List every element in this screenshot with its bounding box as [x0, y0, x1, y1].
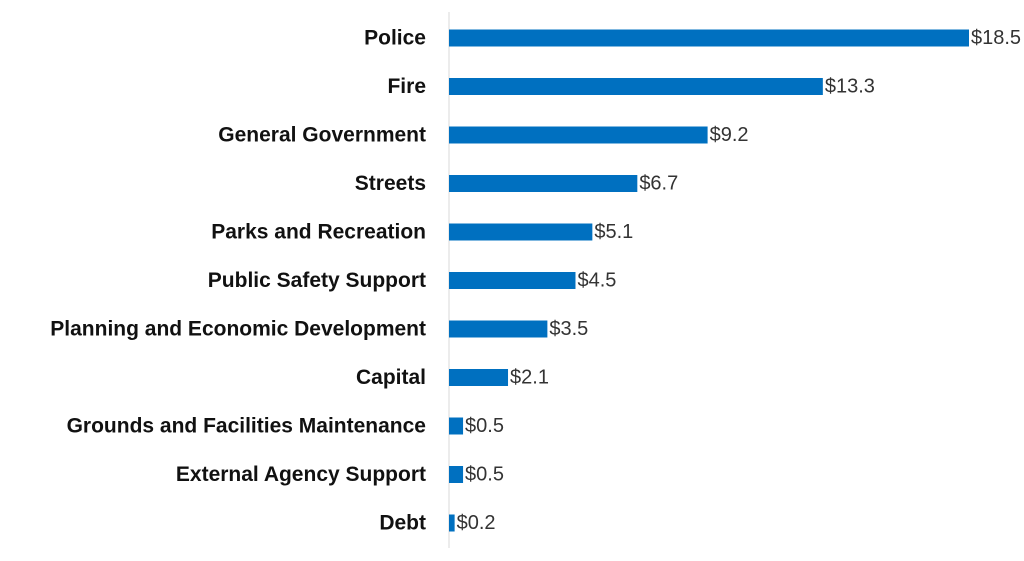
category-label: Debt [379, 512, 426, 535]
bar [449, 320, 548, 338]
bar [449, 126, 708, 144]
category-label: Parks and Recreation [211, 221, 426, 244]
bar [449, 78, 823, 95]
value-label: $9.2 [710, 124, 749, 146]
value-label: $2.1 [510, 367, 549, 389]
bar [449, 369, 509, 386]
value-label: $5.1 [594, 221, 633, 243]
value-label: $0.5 [465, 415, 504, 437]
category-label: Public Safety Support [208, 269, 426, 292]
category-label: Streets [355, 172, 426, 195]
value-label: $18.5 [971, 27, 1021, 49]
value-label: $13.3 [825, 76, 875, 98]
value-label: $4.5 [577, 270, 616, 292]
category-label: Police [364, 27, 426, 50]
bars-group [449, 29, 969, 532]
value-labels-group: $18.5 $13.3 $9.2 $6.7 $5.1 $4.5 $3.5 $2.1 $0.5 $0… [457, 27, 1021, 534]
value-label: $3.5 [549, 318, 588, 340]
category-label: Planning and Economic Development [50, 318, 426, 341]
category-label: General Government [218, 124, 426, 147]
bar [449, 272, 576, 289]
category-label: External Agency Support [176, 463, 426, 486]
bar [449, 514, 455, 532]
bar [449, 223, 593, 241]
category-labels-group: Police Fire General Government Streets Parks… [50, 27, 426, 535]
value-label: $0.5 [465, 464, 504, 486]
category-label: Capital [356, 366, 426, 389]
bar [449, 175, 638, 192]
bar [449, 417, 464, 435]
bar [449, 29, 969, 47]
value-label: $6.7 [639, 173, 678, 195]
category-label: Fire [387, 75, 426, 98]
value-label: $0.2 [457, 512, 496, 534]
category-label: Grounds and Facilities Maintenance [67, 415, 426, 438]
bar [449, 466, 464, 483]
